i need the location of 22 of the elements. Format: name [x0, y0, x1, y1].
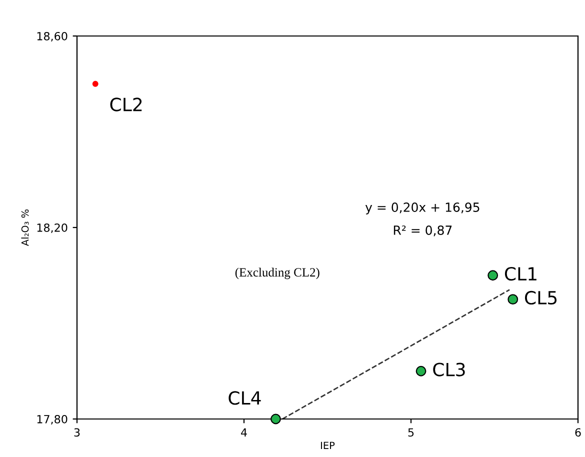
point — [92, 80, 98, 87]
annotation: (Excluding CL2) — [235, 268, 320, 280]
y-axis-title: Al₂O₃ % — [21, 209, 29, 246]
point — [416, 366, 426, 376]
point — [270, 414, 281, 424]
data-label: CL1 — [504, 266, 536, 281]
annotation: y = 0,20x + 16,95 — [365, 202, 480, 214]
data-label: CL3 — [433, 362, 465, 376]
point — [508, 294, 518, 305]
x-tick-label: 5 — [408, 428, 414, 437]
data-label: CL5 — [524, 290, 557, 305]
x-axis-title: IEP — [321, 442, 335, 449]
x-tick-label: 6 — [575, 428, 581, 437]
point — [488, 270, 498, 281]
y-tick-label: 18,60 — [37, 32, 68, 42]
data-label: CL2 — [110, 98, 142, 112]
x-tick-label: 3 — [74, 428, 80, 437]
x-tick-label: 4 — [241, 428, 247, 436]
annotation: R² = 0,87 — [394, 226, 452, 236]
data-label: CL4 — [228, 391, 261, 405]
y-tick-label: 17,80 — [37, 414, 68, 425]
y-tick-label: 18,20 — [37, 223, 68, 234]
